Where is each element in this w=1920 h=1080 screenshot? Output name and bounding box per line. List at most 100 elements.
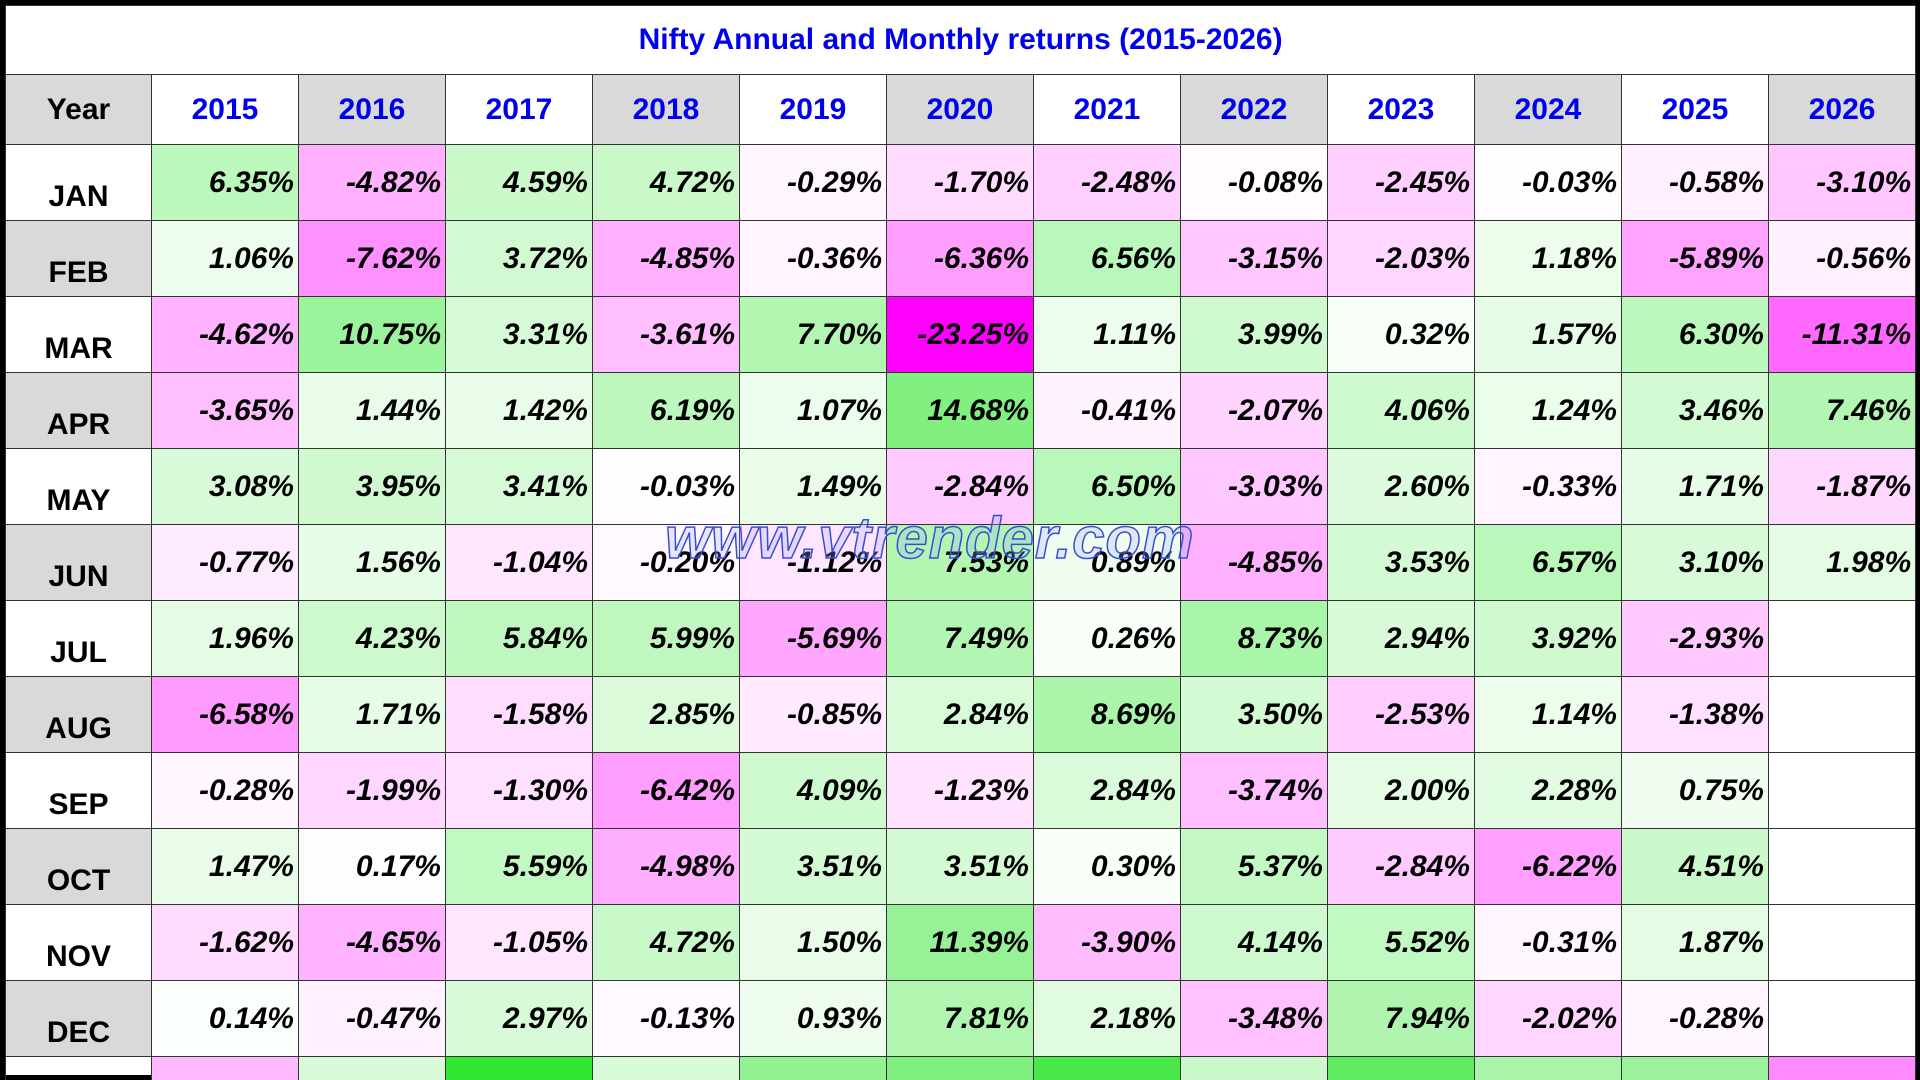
return-cell: -0.33% — [1474, 448, 1622, 525]
return-cell: -3.74% — [1180, 752, 1328, 829]
return-cell: 3.72% — [445, 220, 593, 297]
return-cell: -6.42% — [592, 752, 740, 829]
return-cell: 3.01% — [298, 1056, 446, 1080]
return-cell: 3.08% — [151, 448, 299, 525]
return-cell: -2.03% — [1327, 220, 1475, 297]
year-header: 2021 — [1033, 74, 1181, 145]
return-cell: 6.19% — [592, 372, 740, 449]
return-cell: 0.14% — [151, 980, 299, 1057]
return-cell: -0.28% — [1621, 980, 1769, 1057]
return-cell: 14.90% — [886, 1056, 1034, 1080]
row-label: JUN — [5, 524, 152, 601]
return-cell: -0.85% — [739, 676, 887, 753]
month-row: APR -3.65% 1.44% 1.42% 6.19% 1.07% 14.68% -0.41… — [5, 372, 1917, 449]
return-cell: -4.06% — [151, 1056, 299, 1080]
title: Nifty Annual and Monthly returns (2015-2… — [4, 5, 1917, 75]
return-cell: 4.23% — [298, 600, 446, 677]
return-cell: -0.03% — [592, 448, 740, 525]
return-cell: -5.69% — [739, 600, 887, 677]
return-cell: 7.70% — [739, 296, 887, 373]
return-cell: 3.41% — [445, 448, 593, 525]
return-cell: -6.58% — [151, 676, 299, 753]
return-cell: 4.51% — [1621, 828, 1769, 905]
return-cell: 2.94% — [1327, 600, 1475, 677]
row-label: MAR — [5, 296, 152, 373]
return-cell: 12.02% — [739, 1056, 887, 1080]
return-cell: 3.95% — [298, 448, 446, 525]
return-cell: 3.31% — [445, 296, 593, 373]
return-cell: -4.82% — [298, 144, 446, 221]
empty-cell — [1767, 600, 1917, 677]
return-cell: -3.90% — [1033, 904, 1181, 981]
row-label: SEP — [5, 752, 152, 829]
month-row: FEB 1.06% -7.62% 3.72% -4.85% -0.36% -6.36% 6.5… — [5, 220, 1917, 297]
return-cell: 0.30% — [1033, 828, 1181, 905]
return-cell: 2.18% — [1033, 980, 1181, 1057]
title-row: Nifty Annual and Monthly returns (2015-2… — [4, 5, 1917, 75]
return-cell: -2.02% — [1474, 980, 1622, 1057]
return-cell: -1.04% — [445, 524, 593, 601]
return-cell: -2.84% — [1327, 828, 1475, 905]
return-cell: 5.52% — [1327, 904, 1475, 981]
return-cell: 8.81% — [1474, 1056, 1622, 1080]
return-cell: 7.94% — [1327, 980, 1475, 1057]
return-cell: -0.36% — [739, 220, 887, 297]
return-cell: 0.93% — [739, 980, 887, 1057]
return-cell: 2.60% — [1327, 448, 1475, 525]
return-cell: -0.31% — [1474, 904, 1622, 981]
return-cell: 6.35% — [151, 144, 299, 221]
month-row: JUL 1.96% 4.23% 5.84% 5.99% -5.69% 7.49% 0.26% 8… — [5, 600, 1917, 677]
return-cell: -0.03% — [1474, 144, 1622, 221]
return-cell: 1.71% — [1621, 448, 1769, 525]
return-cell: 24.12% — [1033, 1056, 1181, 1080]
return-cell: 1.71% — [298, 676, 446, 753]
return-cell: -3.48% — [1180, 980, 1328, 1057]
return-cell: -4.62% — [151, 296, 299, 373]
month-row: MAR -4.62% 10.75% 3.31% -3.61% 7.70% -23.25% 1.… — [5, 296, 1917, 373]
return-cell: -1.12% — [739, 524, 887, 601]
return-cell: 1.47% — [151, 828, 299, 905]
return-cell: 0.26% — [1033, 600, 1181, 677]
return-cell: -7.62% — [298, 220, 446, 297]
return-cell: -0.47% — [298, 980, 446, 1057]
row-label: APR — [5, 372, 152, 449]
return-cell: 7.46% — [1767, 372, 1917, 449]
return-cell: 2.84% — [1033, 752, 1181, 829]
return-cell: 1.06% — [151, 220, 299, 297]
return-cell: -0.58% — [1621, 144, 1769, 221]
row-label: OCT — [5, 828, 152, 905]
return-cell: 11.39% — [886, 904, 1034, 981]
row-label: DEC — [5, 980, 152, 1057]
return-cell: 3.51% — [739, 828, 887, 905]
return-cell: -6.22% — [1474, 828, 1622, 905]
return-cell: 6.57% — [1474, 524, 1622, 601]
return-cell: -4.65% — [298, 904, 446, 981]
return-cell: -0.29% — [739, 144, 887, 221]
return-cell: 4.09% — [739, 752, 887, 829]
year-header: 2024 — [1474, 74, 1622, 145]
return-cell: -0.20% — [592, 524, 740, 601]
year-header: 2017 — [445, 74, 593, 145]
return-cell: -1.87% — [1767, 448, 1917, 525]
return-cell: 1.07% — [739, 372, 887, 449]
return-cell: 5.99% — [592, 600, 740, 677]
return-cell: 8.73% — [1180, 600, 1328, 677]
return-cell: 1.18% — [1474, 220, 1622, 297]
month-row: NOV -1.62% -4.65% -1.05% 4.72% 1.50% 11.39% -3.… — [5, 904, 1917, 981]
year-header: 2026 — [1767, 74, 1917, 145]
return-cell: -4.85% — [1180, 524, 1328, 601]
return-cell: 0.32% — [1327, 296, 1475, 373]
return-cell: 3.92% — [1474, 600, 1622, 677]
return-cell: 4.06% — [1327, 372, 1475, 449]
row-label: FEB — [5, 220, 152, 297]
return-cell: -1.58% — [445, 676, 593, 753]
return-cell: 4.33% — [1180, 1056, 1328, 1080]
returns-table: Nifty Annual and Monthly returns (2015-2… — [4, 5, 1917, 1080]
return-cell: 1.56% — [298, 524, 446, 601]
return-cell: 1.96% — [151, 600, 299, 677]
year-header: 2022 — [1180, 74, 1328, 145]
return-cell: -0.28% — [151, 752, 299, 829]
month-row: OCT 1.47% 0.17% 5.59% -4.98% 3.51% 3.51% 0.30% 5… — [5, 828, 1917, 905]
return-cell: 3.10% — [1621, 524, 1769, 601]
row-label: ANNUAL — [5, 1056, 152, 1080]
